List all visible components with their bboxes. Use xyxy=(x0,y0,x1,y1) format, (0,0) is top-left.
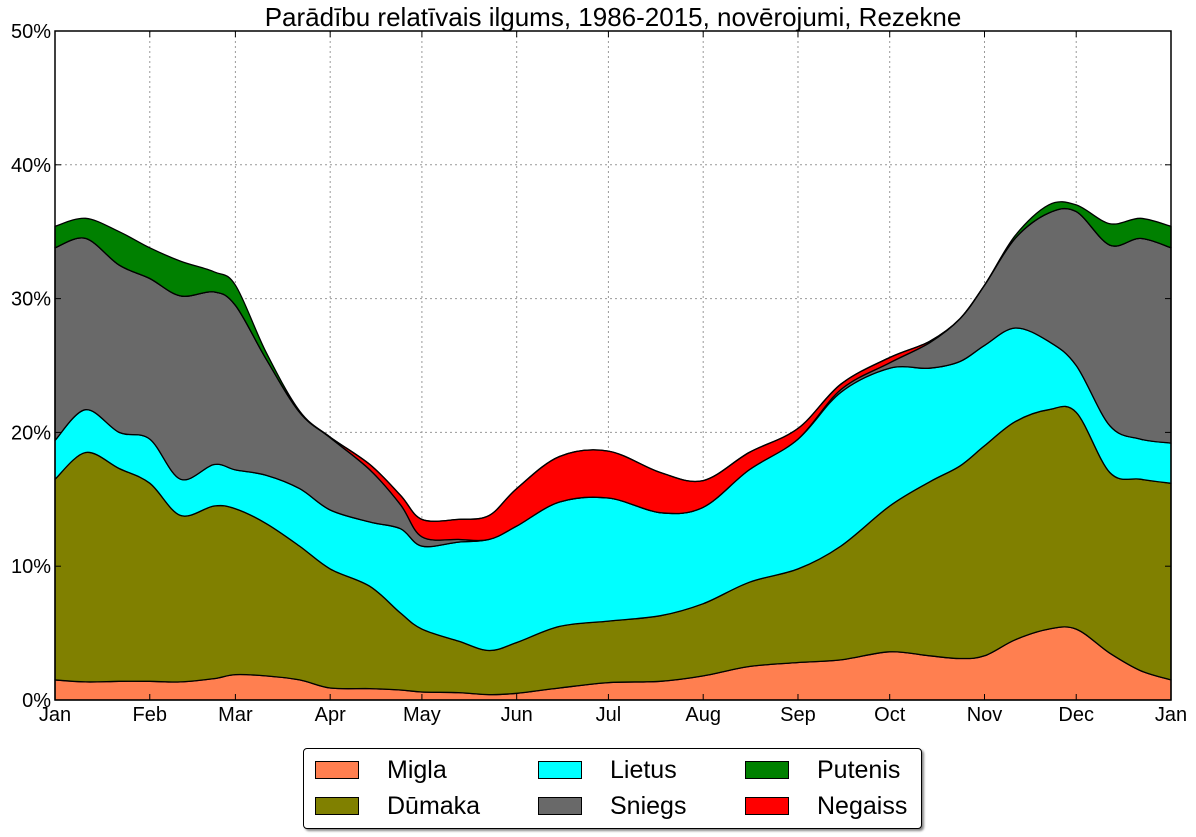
y-tick-label: 50% xyxy=(11,21,51,43)
y-tick-label: 10% xyxy=(11,556,51,578)
x-tick-label: Feb xyxy=(133,704,167,726)
x-axis: Jan Feb Mar Apr May Jun Jul Aug Sep Oct Nov Dec Jan xyxy=(39,31,1187,726)
legend: Migla Dūmaka Lietus Sniegs Putenis Negai… xyxy=(303,748,922,829)
legend-label: Dūmaka xyxy=(387,791,481,820)
areas xyxy=(54,201,1172,701)
legend-swatch-negaiss xyxy=(745,797,789,815)
legend-swatch-dumaka xyxy=(315,797,359,815)
legend-swatch-sniegs xyxy=(538,797,582,815)
x-tick-label: Mar xyxy=(218,704,253,726)
x-tick-label: Apr xyxy=(315,704,346,726)
x-tick-label: Dec xyxy=(1058,704,1094,726)
legend-label: Migla xyxy=(387,755,447,784)
chart-title: Parādību relatīvais ilgums, 1986-2015, n… xyxy=(265,2,962,32)
x-tick-label: Aug xyxy=(685,704,721,726)
legend-item-putenis: Putenis xyxy=(745,755,900,785)
plot-frame xyxy=(54,30,1172,701)
x-tick-label: Oct xyxy=(874,704,906,726)
x-tick-label: Nov xyxy=(967,704,1003,726)
x-tick-label: Sep xyxy=(780,704,816,726)
legend-item-migla: Migla xyxy=(315,755,447,785)
legend-label: Negaiss xyxy=(817,791,908,820)
y-tick-label: 0% xyxy=(22,690,51,712)
x-tick-label: Jul xyxy=(596,704,622,726)
legend-swatch-migla xyxy=(315,761,359,779)
legend-item-negaiss: Negaiss xyxy=(745,791,907,821)
y-tick-label: 20% xyxy=(11,422,51,444)
y-tick-label: 40% xyxy=(11,155,51,177)
legend-swatch-putenis xyxy=(745,761,789,779)
x-tick-label: Jun xyxy=(501,704,533,726)
stacked-area-chart: Jan Feb Mar Apr May Jun Jul Aug Sep Oct Nov Dec Jan … xyxy=(11,2,1187,726)
legend-label: Lietus xyxy=(610,755,677,784)
legend-label: Sniegs xyxy=(610,791,687,820)
legend-swatch-lietus xyxy=(538,761,582,779)
y-axis: 0% 10% 20% 30% 40% 50% xyxy=(11,21,1171,712)
legend-item-lietus: Lietus xyxy=(538,755,677,785)
legend-item-sniegs: Sniegs xyxy=(538,791,686,821)
legend-label: Putenis xyxy=(817,755,901,784)
x-tick-label: May xyxy=(403,704,441,726)
y-tick-label: 30% xyxy=(11,289,51,311)
x-tick-label: Jan xyxy=(39,704,71,726)
x-tick-label: Jan xyxy=(1155,704,1187,726)
legend-item-dumaka: Dūmaka xyxy=(315,791,480,821)
